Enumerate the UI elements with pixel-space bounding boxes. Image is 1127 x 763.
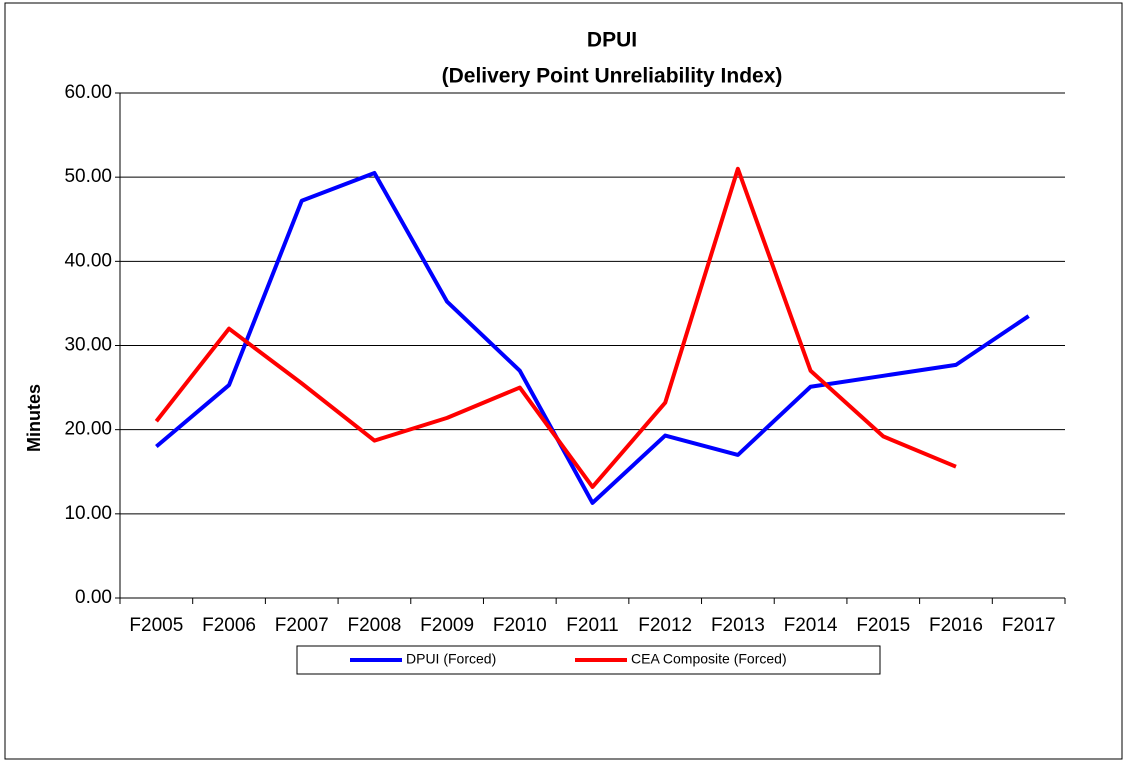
x-tick-label: F2017 xyxy=(1002,615,1056,636)
y-tick-label: 20.00 xyxy=(64,419,112,440)
chart-subtitle: (Delivery Point Unreliability Index) xyxy=(442,65,783,88)
x-tick-label: F2015 xyxy=(856,615,910,636)
x-tick-label: F2013 xyxy=(711,615,765,636)
x-tick-label: F2016 xyxy=(929,615,983,636)
y-tick-label: 10.00 xyxy=(64,503,112,524)
legend-label: CEA Composite (Forced) xyxy=(631,651,787,667)
y-tick-label: 60.00 xyxy=(64,82,112,103)
x-tick-label: F2010 xyxy=(493,615,547,636)
x-tick-label: F2009 xyxy=(420,615,474,636)
x-tick-label: F2005 xyxy=(129,615,183,636)
y-axis-label: Minutes xyxy=(24,384,44,452)
chart-title: DPUI xyxy=(587,29,637,52)
y-tick-label: 30.00 xyxy=(64,335,112,356)
x-tick-label: F2011 xyxy=(566,615,618,636)
x-tick-label: F2006 xyxy=(202,615,256,636)
legend-label: DPUI (Forced) xyxy=(406,651,496,667)
chart-frame xyxy=(4,2,1123,760)
x-tick-label: F2007 xyxy=(275,615,329,636)
data-line xyxy=(154,166,957,489)
x-tick-label: F2014 xyxy=(784,615,838,636)
y-tick-label: 50.00 xyxy=(64,166,112,187)
data-line xyxy=(155,170,1030,505)
y-tick-label: 40.00 xyxy=(64,250,112,271)
x-tick-label: F2012 xyxy=(638,615,692,636)
x-tick-label: F2008 xyxy=(347,615,401,636)
y-tick-label: 0.00 xyxy=(75,587,112,608)
